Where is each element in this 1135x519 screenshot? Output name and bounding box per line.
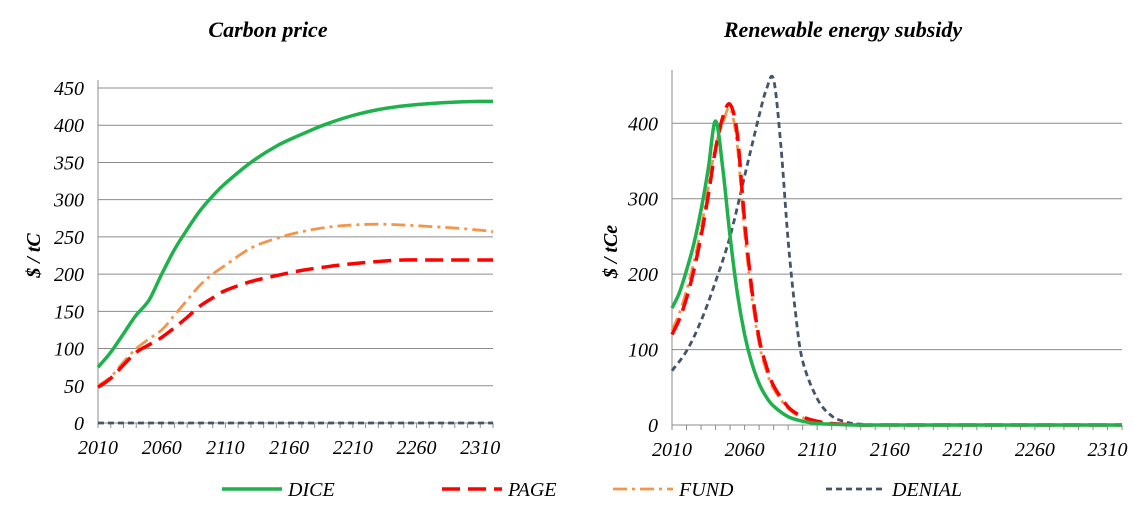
- y-tick-label: 400: [54, 115, 84, 137]
- y-tick-label: 150: [54, 301, 84, 323]
- legend-item-denial: DENIAL: [826, 479, 962, 501]
- y-tick-label: 0: [648, 415, 658, 437]
- x-tick-label: 2060: [725, 439, 765, 461]
- legend-label: FUND: [678, 479, 734, 501]
- y-tick-label: 200: [54, 264, 84, 286]
- chart-title: Carbon price: [208, 17, 327, 42]
- chart-1: Carbon price $ / tC 0 50 100 150 200 250 300 350 4…: [23, 17, 500, 459]
- x-tick-label: 2310: [1087, 439, 1127, 461]
- y-tick-label: 450: [54, 78, 84, 100]
- legend-label: PAGE: [507, 479, 557, 501]
- y-tick-label: 100: [54, 339, 84, 361]
- x-tick-label: 2260: [397, 437, 437, 459]
- x-tick-label: 2010: [652, 439, 692, 461]
- series-line-page: [670, 102, 1122, 427]
- y-tick-label: 0: [74, 413, 84, 435]
- x-tick-label: 2260: [1015, 439, 1055, 461]
- y-tick-label: 100: [628, 340, 658, 362]
- y-tick-label: 200: [628, 264, 658, 286]
- chart-title: Renewable energy subsidy: [723, 17, 963, 42]
- y-axis-label: $ / tC: [23, 233, 45, 279]
- y-tick-label: 250: [54, 227, 84, 249]
- y-tick-label: 300: [53, 190, 84, 212]
- legend-item-fund: FUND: [613, 479, 734, 501]
- x-tick-label: 2160: [870, 439, 910, 461]
- x-tick-label: 2310: [460, 437, 500, 459]
- x-tick-label: 2060: [142, 437, 182, 459]
- x-tick-label: 2210: [333, 437, 373, 459]
- x-tick-label: 2110: [206, 437, 245, 459]
- y-tick-label: 300: [627, 189, 658, 211]
- legend-label: DICE: [287, 479, 335, 501]
- y-tick-label: 350: [53, 152, 84, 174]
- x-tick-label: 2210: [942, 439, 982, 461]
- x-tick-label: 2010: [78, 437, 118, 459]
- x-tick-label: 2110: [798, 439, 837, 461]
- series-line-dice: [96, 99, 494, 369]
- series-line-fund: [97, 222, 494, 387]
- series-line-denial: [670, 74, 1123, 427]
- y-axis-label: $ / tCe: [600, 225, 622, 279]
- y-tick-label: 400: [628, 113, 658, 135]
- series-line-dice: [670, 119, 1122, 427]
- legend: DICE PAGE FUND DENIAL: [222, 479, 962, 501]
- legend-item-dice: DICE: [222, 479, 335, 501]
- y-tick-label: 50: [64, 376, 84, 398]
- legend-label: DENIAL: [891, 479, 962, 501]
- series-line-page: [96, 258, 493, 389]
- x-tick-label: 2160: [269, 437, 309, 459]
- legend-item-page: PAGE: [442, 479, 557, 501]
- chart-2: Renewable energy subsidy $ / tCe 0 100 200 30…: [600, 17, 1127, 461]
